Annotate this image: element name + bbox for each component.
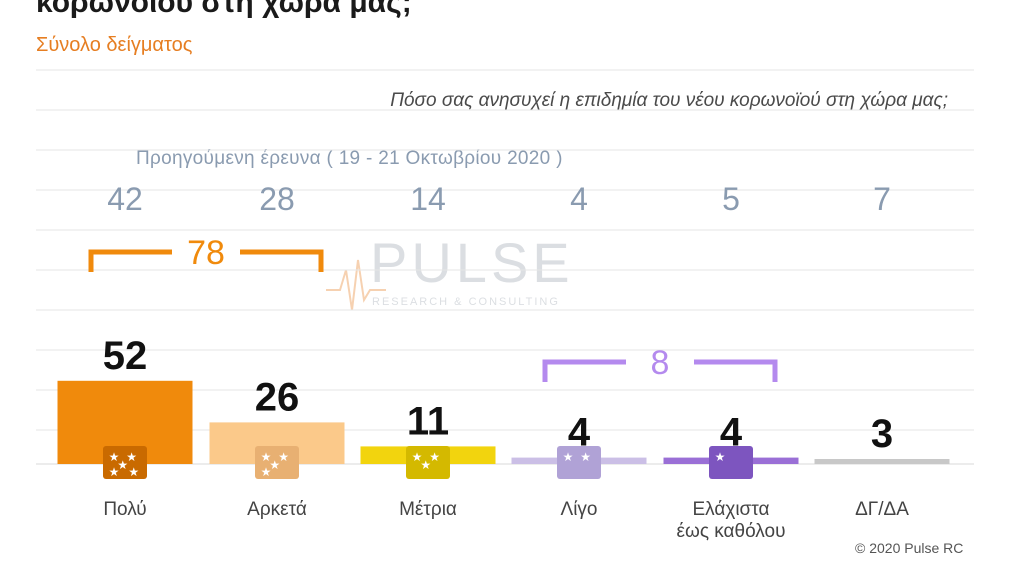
data-label: 4	[568, 411, 591, 455]
previous-value-label: 14	[410, 181, 446, 217]
copyright-footer: © 2020 Pulse RC	[855, 540, 964, 556]
category-label: Πολύ	[103, 499, 146, 520]
one-star-icon	[709, 446, 753, 479]
grouping-bracket-right	[240, 249, 324, 272]
three-stars-icon	[406, 446, 450, 479]
two-stars-icon	[557, 446, 601, 479]
category-label: ΔΓ/ΔΑ	[855, 499, 909, 520]
bar	[814, 459, 950, 464]
star-icon: ★	[126, 450, 137, 464]
data-label: 52	[103, 334, 148, 378]
data-label: 26	[255, 375, 300, 419]
star-icon: ★	[412, 450, 423, 464]
chart-subtitle: Σύνολο δείγματος	[36, 34, 193, 56]
star-icon: ★	[109, 450, 120, 464]
grouping-total-label: 8	[651, 344, 670, 382]
star-icon: ★	[261, 450, 272, 464]
survey-question: Πόσο σας ανησυχεί η επιδημία του νέου κο…	[390, 90, 948, 111]
star-icon: ★	[261, 465, 272, 479]
five-stars-icon	[103, 446, 147, 479]
previous-value-label: 7	[873, 181, 891, 217]
category-label: Αρκετά	[247, 499, 307, 520]
four-stars-icon	[255, 446, 299, 479]
chart-title: κορωνοϊού στη χώρα μας;	[36, 0, 412, 19]
star-icon: ★	[109, 465, 120, 479]
category-label: Μέτρια	[399, 499, 457, 520]
star-icon: ★	[563, 450, 574, 464]
star-icon: ★	[128, 465, 139, 479]
data-label: 3	[871, 412, 893, 456]
star-icon: ★	[715, 450, 726, 464]
grouping-bracket-left	[542, 359, 626, 382]
pulse-watermark: PULSE RESEARCH & CONSULTING	[326, 230, 576, 320]
star-icon: ★	[278, 450, 289, 464]
grouping-bracket-right	[694, 359, 778, 382]
star-icon: ★	[580, 450, 591, 464]
star-icon: ★	[269, 458, 280, 472]
grouping-bracket-left	[88, 249, 172, 272]
data-label: 4	[720, 411, 743, 455]
category-label: Λίγο	[561, 499, 598, 520]
star-icon: ★	[420, 458, 431, 472]
previous-value-label: 42	[107, 181, 143, 217]
previous-value-label: 4	[570, 181, 588, 217]
previous-survey-label: Προηγούμενη έρευνα ( 19 - 21 Οκτωβρίου 2…	[136, 148, 563, 169]
category-label: έως καθόλου	[677, 521, 786, 542]
star-icon: ★	[117, 458, 128, 472]
category-label: Ελάχιστα	[692, 499, 769, 520]
grouping-total-label: 78	[187, 234, 225, 272]
watermark-brand: PULSE	[370, 231, 574, 294]
watermark-tagline: RESEARCH & CONSULTING	[372, 296, 560, 308]
previous-value-label: 28	[259, 181, 295, 217]
star-icon: ★	[429, 450, 440, 464]
data-label: 11	[407, 399, 449, 443]
previous-value-label: 5	[722, 181, 740, 217]
pulse-wave-icon	[326, 259, 386, 311]
